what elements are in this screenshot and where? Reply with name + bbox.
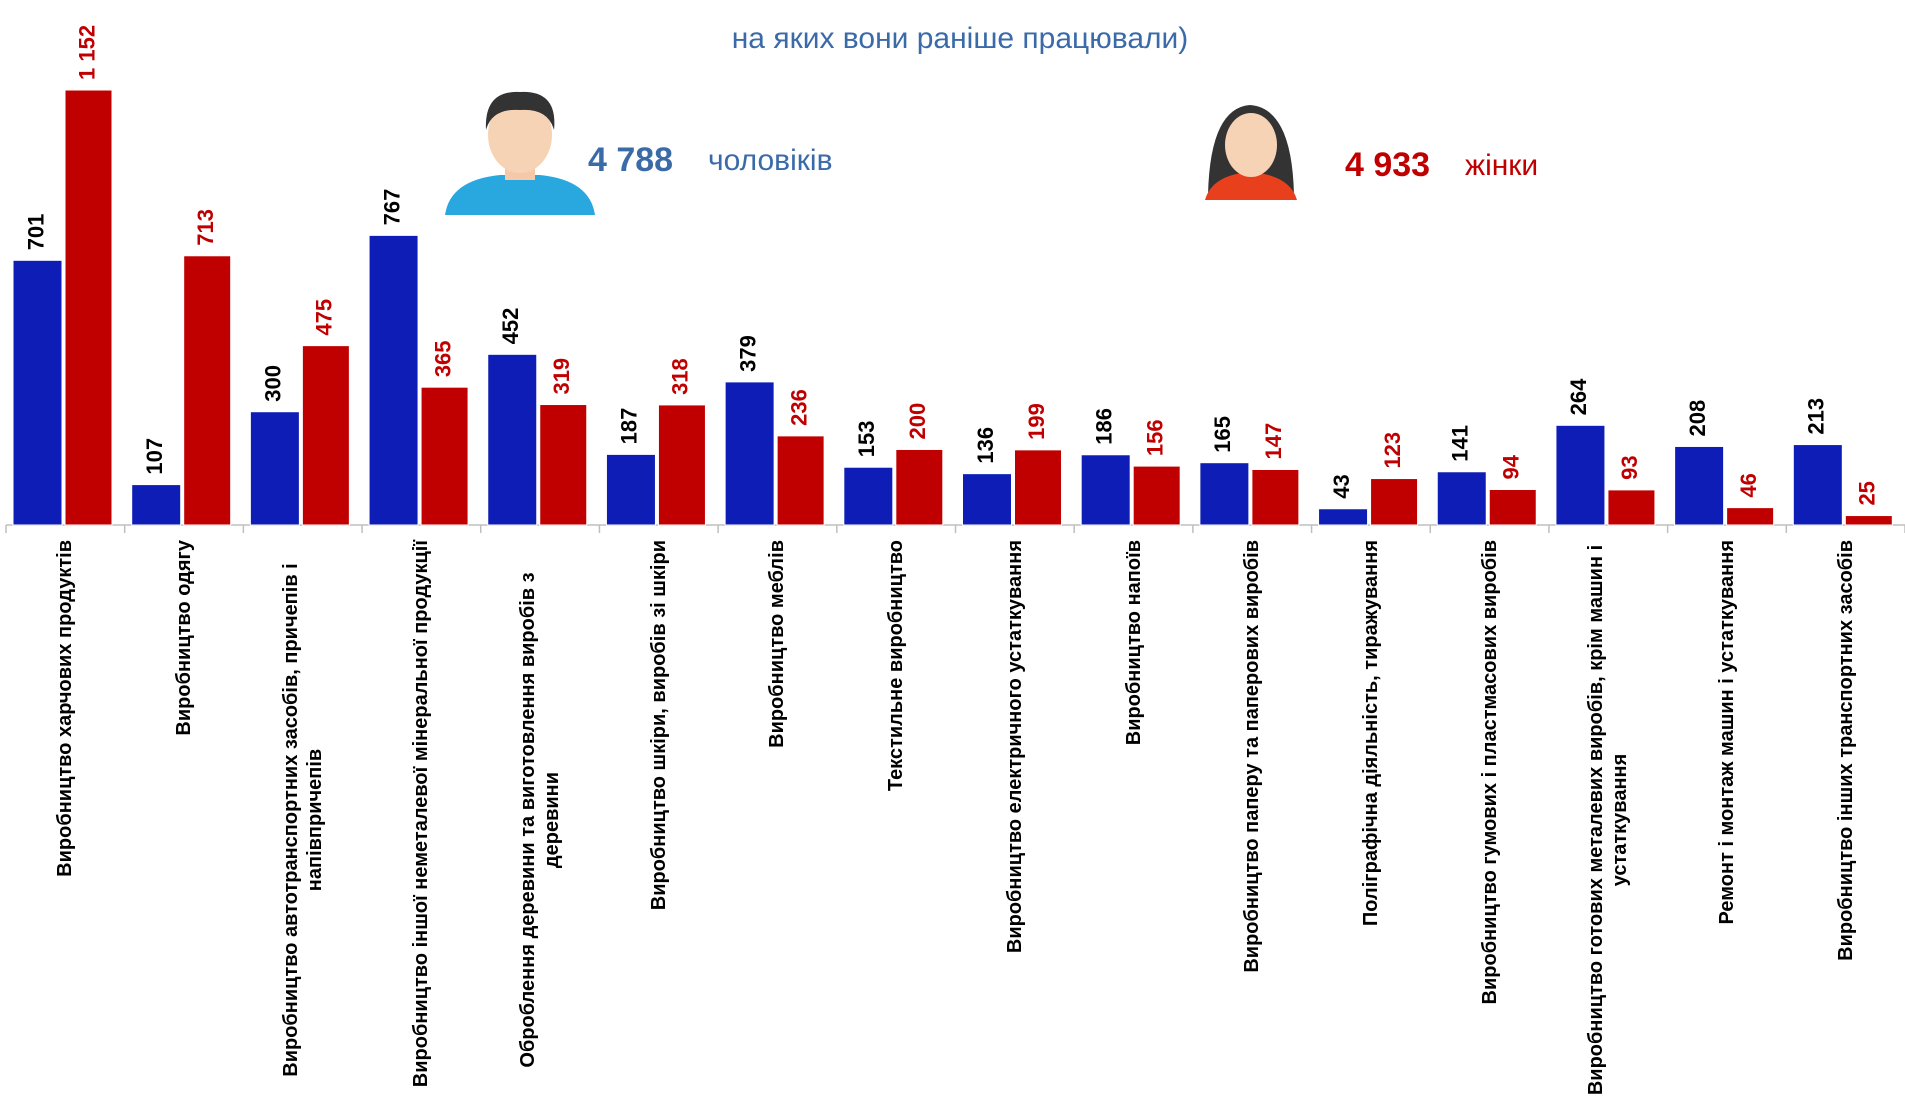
value-label: 200	[905, 403, 930, 440]
man-icon	[445, 91, 595, 215]
value-label: 236	[786, 389, 811, 426]
bar	[420, 386, 469, 526]
category-label: Виробництво автотранспортних засобів, пр…	[279, 563, 326, 1077]
bar	[1251, 468, 1300, 526]
bar	[1792, 444, 1843, 526]
category-label: Виробництво іншої неметалевої мінерально…	[410, 540, 433, 1088]
category-label: Поліграфічна діяльність, тиражування	[1359, 540, 1382, 927]
value-label: 319	[549, 358, 574, 395]
value-label: 25	[1855, 481, 1880, 505]
category-label: Виробництво харчових продуктів	[54, 540, 77, 877]
value-label: 318	[668, 358, 693, 395]
bar	[1199, 462, 1250, 526]
bar	[368, 234, 419, 526]
bar	[724, 381, 775, 526]
bar	[895, 448, 944, 526]
bar	[183, 255, 232, 526]
bar	[301, 345, 350, 526]
value-label: 46	[1736, 473, 1761, 497]
bar	[1370, 478, 1419, 526]
bar	[12, 259, 63, 526]
men-label: чоловіків	[708, 144, 833, 177]
bar	[843, 466, 894, 526]
category-label: Виробництво інших транспортних засобів	[1834, 540, 1857, 961]
bar	[1436, 471, 1487, 526]
value-label: 767	[379, 189, 404, 226]
value-label: 43	[1329, 474, 1354, 498]
bar	[1674, 445, 1725, 526]
value-label: 300	[261, 365, 286, 402]
value-label: 475	[312, 299, 337, 336]
women-label: жінки	[1465, 149, 1538, 182]
value-label: 264	[1566, 378, 1591, 415]
category-label: Текстильне виробництво	[885, 540, 908, 792]
value-label: 165	[1210, 416, 1235, 453]
bar	[1726, 507, 1775, 526]
value-label: 213	[1804, 398, 1829, 435]
category-label: Виробництво гумових і пластмасових вироб…	[1478, 540, 1501, 1005]
category-label: Ремонт і монтаж машин і устаткування	[1715, 540, 1738, 925]
value-label: 365	[430, 340, 455, 377]
value-label: 107	[142, 438, 167, 475]
women-total: 4 933	[1345, 146, 1430, 184]
bar	[131, 484, 182, 526]
value-label: 153	[854, 421, 879, 458]
bar	[605, 453, 656, 526]
bar	[1080, 454, 1131, 526]
category-label: Виробництво електричного устаткування	[1003, 540, 1026, 954]
bar	[1014, 449, 1062, 526]
bar	[64, 89, 113, 526]
woman-icon	[1205, 105, 1297, 200]
bar	[1318, 508, 1369, 526]
value-label: 141	[1448, 425, 1473, 462]
bar	[1488, 489, 1537, 526]
category-label: Виробництво напоїв	[1122, 540, 1145, 746]
value-label: 93	[1617, 455, 1642, 479]
bar	[1607, 489, 1656, 526]
value-label: 187	[617, 408, 642, 445]
subtitle: на яких вони раніше працювали)	[732, 22, 1189, 55]
value-label: 452	[498, 308, 523, 345]
category-label: Виробництво паперу та паперових виробів	[1241, 540, 1264, 973]
value-label: 208	[1685, 400, 1710, 437]
category-label: Виробництво одягу	[173, 540, 196, 736]
bar	[1844, 515, 1893, 526]
bar	[249, 411, 300, 526]
value-label: 94	[1499, 454, 1524, 479]
category-label: Виробництво шкіри, виробів зі шкіри	[647, 540, 670, 911]
value-label: 186	[1092, 408, 1117, 445]
value-label: 701	[23, 214, 48, 251]
value-label: 147	[1261, 423, 1286, 460]
category-label: Виробництво готових металевих виробів, к…	[1585, 544, 1632, 1096]
value-label: 1 152	[74, 25, 99, 80]
category-label: Виробництво меблів	[766, 540, 789, 748]
men-total: 4 788	[588, 141, 673, 179]
bar	[539, 404, 588, 526]
value-label: 123	[1380, 432, 1405, 469]
bar	[962, 473, 1012, 526]
value-label: 713	[193, 209, 218, 246]
bar	[776, 435, 825, 526]
bar	[657, 404, 706, 526]
value-label: 199	[1024, 403, 1049, 440]
bar	[1555, 424, 1606, 526]
category-label: Оброблення деревини та виготовлення виро…	[517, 572, 564, 1068]
bar	[1132, 465, 1181, 526]
value-label: 379	[735, 335, 760, 372]
value-label: 136	[973, 427, 998, 464]
bar	[487, 353, 538, 526]
value-label: 156	[1143, 419, 1168, 456]
